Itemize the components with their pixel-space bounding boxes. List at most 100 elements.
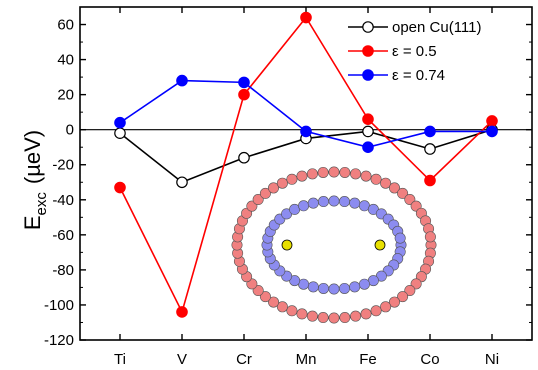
inner-corral-atom — [307, 281, 319, 293]
x-tick-label: Cr — [236, 351, 252, 368]
y-axis-title: Eexc (µeV) — [20, 130, 50, 230]
data-point — [362, 113, 374, 125]
outer-corral-atom — [370, 173, 382, 185]
data-point — [486, 125, 498, 138]
outer-corral-atom — [397, 187, 409, 199]
inner-corral-atom — [318, 196, 330, 208]
svg-text:Eexc(µeV): Eexc (µeV) — [20, 130, 50, 230]
outer-corral-atom — [276, 177, 288, 189]
outer-corral-atom — [370, 305, 382, 317]
outer-corral-atom — [380, 301, 392, 313]
legend-item: open Cu(111) — [348, 19, 482, 36]
outer-corral-atom — [317, 312, 329, 324]
data-point — [300, 11, 312, 24]
series-1 — [114, 11, 498, 318]
y-axis-title-unit: (µeV) — [20, 130, 45, 184]
data-point — [176, 176, 188, 189]
outer-corral-atom — [286, 305, 298, 317]
outer-corral-atom — [252, 193, 264, 205]
inner-corral-atom — [394, 232, 406, 244]
outer-corral-atom — [252, 285, 264, 297]
legend: open Cu(111) ε = 0.5 ε = 0.74 — [348, 19, 482, 84]
outer-corral-atom — [286, 173, 298, 185]
outer-corral-atom — [397, 291, 409, 303]
outer-corral-atom — [328, 312, 340, 324]
y-tick-label: -80 — [52, 262, 74, 279]
y-tick-label: 0 — [66, 122, 74, 139]
y-tick-label: 20 — [57, 87, 74, 104]
legend-item: ε = 0.74 — [348, 67, 445, 84]
legend-label: open Cu(111) — [392, 19, 482, 36]
data-point — [114, 181, 126, 194]
data-point — [424, 143, 436, 155]
data-point — [238, 88, 250, 101]
outer-corral-atom — [259, 291, 271, 303]
y-tick-label: -120 — [44, 332, 74, 349]
data-point — [114, 116, 126, 129]
y-tick-label: -40 — [52, 192, 74, 209]
legend-label: ε = 0.74 — [392, 67, 445, 84]
corral-inset — [231, 166, 437, 324]
y-tick-label: -100 — [44, 297, 74, 314]
y-axis-title-sub: exc — [33, 192, 50, 216]
outer-corral-atom — [380, 177, 392, 189]
outer-corral-atom — [268, 296, 280, 308]
outer-corral-atom — [410, 278, 422, 290]
y-axis-title-main: E — [20, 215, 45, 230]
outer-corral-atom — [328, 166, 340, 178]
outer-corral-atom — [259, 187, 271, 199]
inner-corral-atom — [358, 278, 370, 290]
series-2 — [114, 74, 498, 154]
adatom-left — [281, 239, 293, 251]
outer-corral-atom — [339, 166, 351, 178]
legend-marker — [362, 69, 374, 81]
x-tick-label: V — [177, 351, 187, 368]
inner-corral-atom — [328, 283, 340, 295]
data-point — [300, 125, 312, 138]
x-tick-label: Fe — [359, 351, 377, 368]
data-point — [424, 174, 436, 187]
outer-corral-atom — [246, 200, 258, 212]
data-point — [486, 115, 498, 127]
outer-corral-atom — [268, 182, 280, 194]
data-point — [238, 151, 250, 164]
legend-marker — [362, 45, 374, 57]
y-tick-label: -20 — [52, 157, 74, 174]
y-tick-label: 40 — [57, 52, 74, 69]
data-point — [176, 306, 188, 318]
y-tick-label: -60 — [52, 227, 74, 244]
adatom-right — [374, 239, 386, 251]
inner-corral-atom — [328, 195, 340, 207]
outer-corral-atom — [360, 170, 372, 182]
data-point — [114, 127, 126, 139]
outer-corral-atom — [350, 310, 362, 322]
inner-corral-atom — [307, 197, 319, 209]
x-tick-label: Ni — [485, 351, 499, 368]
data-point — [362, 141, 374, 154]
data-point — [424, 125, 436, 138]
outer-corral-atom — [306, 310, 318, 322]
outer-corral-atom — [388, 296, 400, 308]
outer-corral-atom — [296, 170, 308, 182]
y-tick-label: 60 — [57, 17, 74, 34]
outer-corral-atom — [296, 308, 308, 320]
outer-corral-atom — [317, 166, 329, 178]
data-point — [176, 74, 188, 87]
outer-corral-atom — [424, 231, 436, 243]
data-point — [238, 76, 250, 89]
inner-corral-atom — [349, 281, 361, 293]
outer-corral-atom — [350, 168, 362, 180]
y-axis: 60 40 20 0 -20 -40 -60 -80 -100 -120 — [44, 17, 532, 349]
outer-corral-atom — [339, 312, 351, 324]
outer-corral-atom — [404, 193, 416, 205]
outer-corral-atom — [306, 168, 318, 180]
series-layer — [114, 11, 498, 318]
legend-item: ε = 0.5 — [348, 43, 437, 60]
inner-corral-atom — [349, 197, 361, 209]
inner-corral-atom — [298, 200, 310, 212]
x-axis: Ti V Cr Mn Fe Co Ni — [114, 7, 499, 368]
x-tick-label: Co — [420, 351, 439, 368]
legend-label: ε = 0.5 — [392, 43, 437, 60]
outer-corral-atom — [360, 308, 372, 320]
